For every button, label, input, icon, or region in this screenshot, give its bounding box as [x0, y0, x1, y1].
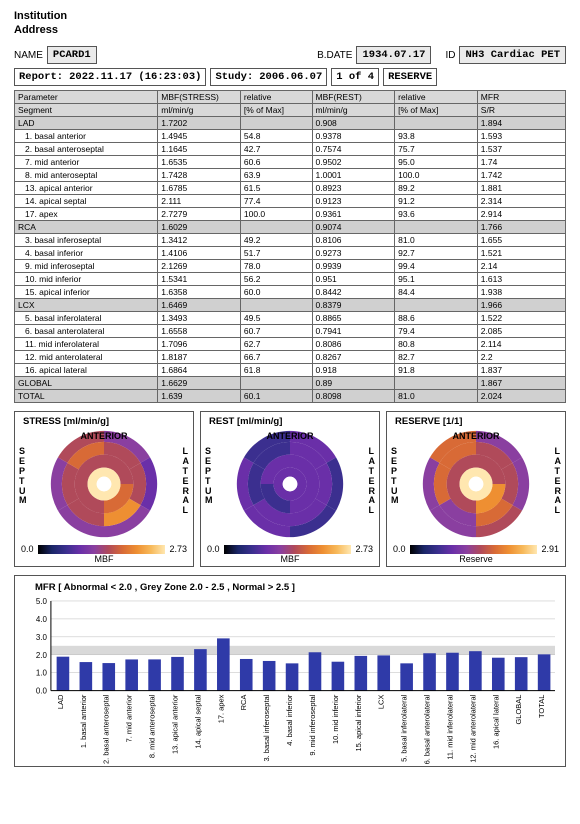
- svg-text:5. basal inferolateral: 5. basal inferolateral: [400, 694, 409, 762]
- table-row: 3. basal inferoseptal1.341249.20.810681.…: [15, 234, 566, 247]
- bar-panel: MFR [ Abnormal < 2.0 , Grey Zone 2.0 - 2…: [14, 575, 566, 767]
- address: Address: [14, 24, 566, 36]
- svg-text:4. basal inferior: 4. basal inferior: [285, 694, 294, 746]
- svg-text:1.0: 1.0: [36, 669, 48, 678]
- table-row: RCA1.60290.90741.766: [15, 221, 566, 234]
- table-row: 2. basal anteroseptal1.164542.70.757475.…: [15, 143, 566, 156]
- bar-title: MFR [ Abnormal < 2.0 , Grey Zone 2.0 - 2…: [35, 582, 559, 593]
- table-row: TOTAL1.63960.10.809881.02.024: [15, 390, 566, 403]
- svg-text:3. basal inferoseptal: 3. basal inferoseptal: [262, 694, 271, 761]
- table-row: LAD1.72020.9081.894: [15, 117, 566, 130]
- svg-text:2. basal anteroseptal: 2. basal anteroseptal: [102, 694, 111, 764]
- table-row: 7. mid anterior1.653560.60.950295.01.74: [15, 156, 566, 169]
- name-label: NAME: [14, 50, 43, 61]
- svg-text:6. basal anterolateral: 6. basal anterolateral: [423, 694, 432, 764]
- svg-text:2.0: 2.0: [36, 651, 48, 660]
- col-header: relative: [240, 91, 312, 104]
- svg-text:GLOBAL: GLOBAL: [514, 695, 523, 725]
- svg-text:4.0: 4.0: [36, 615, 48, 624]
- svg-text:9. mid inferoseptal: 9. mid inferoseptal: [308, 694, 317, 755]
- table-row: 9. mid inferoseptal2.126978.00.993999.42…: [15, 260, 566, 273]
- institution: Institution: [14, 10, 566, 22]
- svg-text:16. apical lateral: 16. apical lateral: [491, 694, 500, 749]
- id-value: NH3 Cardiac PET: [459, 46, 566, 64]
- table-row: 11. mid inferolateral1.709662.70.808680.…: [15, 338, 566, 351]
- polar-panel: STRESS [ml/min/g]ANTERIORSEPTUMLATERAL0.…: [14, 411, 194, 567]
- svg-text:10. mid inferior: 10. mid inferior: [331, 694, 340, 744]
- report-value: 2022.11.17 (16:23:03): [69, 71, 201, 83]
- table-row: 6. basal anterolateral1.655860.70.794179…: [15, 325, 566, 338]
- col-header: relative: [395, 91, 478, 104]
- svg-text:17. apex: 17. apex: [216, 694, 225, 723]
- col-header: Parameter: [15, 91, 158, 104]
- col-header: MBF(STRESS): [158, 91, 241, 104]
- svg-text:8. mid anteroseptal: 8. mid anteroseptal: [148, 694, 157, 758]
- svg-text:11. mid inferolateral: 11. mid inferolateral: [445, 694, 454, 759]
- table-row: LCX1.64690.83791.966: [15, 299, 566, 312]
- table-row: 8. mid anteroseptal1.742863.91.0001100.0…: [15, 169, 566, 182]
- study-label: Study:: [215, 71, 253, 83]
- svg-text:5.0: 5.0: [36, 597, 48, 606]
- table-row: 1. basal anterior1.494554.80.937893.81.5…: [15, 130, 566, 143]
- segment-table: ParameterMBF(STRESS)relativeMBF(REST)rel…: [14, 90, 566, 403]
- bdate-value: 1934.07.17: [356, 46, 431, 64]
- svg-text:7. mid anterior: 7. mid anterior: [125, 694, 134, 742]
- table-row: 16. apical lateral1.686461.80.91891.81.8…: [15, 364, 566, 377]
- table-row: 13. apical anterior1.678561.50.892389.21…: [15, 182, 566, 195]
- table-row: 14. apical septal2.11177.40.912391.22.31…: [15, 195, 566, 208]
- svg-text:0.0: 0.0: [36, 687, 48, 696]
- col-header: MFR: [477, 91, 565, 104]
- table-row: 17. apex2.7279100.00.936193.62.914: [15, 208, 566, 221]
- header-row-1: NAME PCARD1 B.DATE 1934.07.17 ID NH3 Car…: [14, 46, 566, 64]
- mode-label: RESERVE: [388, 71, 432, 83]
- svg-text:14. apical septal: 14. apical septal: [193, 694, 202, 748]
- svg-text:TOTAL: TOTAL: [537, 695, 546, 718]
- polar-panel: REST [ml/min/g]ANTERIORSEPTUMLATERAL0.02…: [200, 411, 380, 567]
- study-value: 2006.06.07: [259, 71, 322, 83]
- polar-row: STRESS [ml/min/g]ANTERIORSEPTUMLATERAL0.…: [14, 411, 566, 567]
- svg-text:LAD: LAD: [56, 694, 65, 709]
- svg-text:3.0: 3.0: [36, 633, 48, 642]
- table-row: GLOBAL1.66290.891.867: [15, 377, 566, 390]
- svg-text:LCX: LCX: [377, 695, 386, 710]
- bdate-label: B.DATE: [317, 50, 352, 61]
- table-row: 15. apical inferior1.635860.00.844284.41…: [15, 286, 566, 299]
- col-header: MBF(REST): [312, 91, 395, 104]
- svg-text:12. mid anterolateral: 12. mid anterolateral: [468, 694, 477, 762]
- svg-text:15. apical inferior: 15. apical inferior: [354, 694, 363, 751]
- table-row: 10. mid inferior1.534156.20.95195.11.613: [15, 273, 566, 286]
- table-row: 4. basal inferior1.410651.70.927392.71.5…: [15, 247, 566, 260]
- page-indicator: 1 of 4: [336, 71, 374, 83]
- mfr-bar-chart: 0.0 1.0 2.0 3.0 4.0 5.0 LAD 1. basal anterior 2.…: [21, 595, 559, 764]
- name-value: PCARD1: [47, 46, 97, 64]
- svg-text:RCA: RCA: [239, 695, 248, 711]
- header-row-2: Report: 2022.11.17 (16:23:03) Study: 200…: [14, 68, 566, 86]
- report-label: Report:: [19, 71, 63, 83]
- svg-text:13. apical anterior: 13. apical anterior: [171, 694, 180, 754]
- table-row: 5. basal inferolateral1.349349.50.886588…: [15, 312, 566, 325]
- id-label: ID: [445, 50, 455, 61]
- table-row: 12. mid anterolateral1.818766.70.826782.…: [15, 351, 566, 364]
- svg-text:1. basal anterior: 1. basal anterior: [79, 694, 88, 748]
- polar-panel: RESERVE [1/1]ANTERIORSEPTUMLATERAL0.02.9…: [386, 411, 566, 567]
